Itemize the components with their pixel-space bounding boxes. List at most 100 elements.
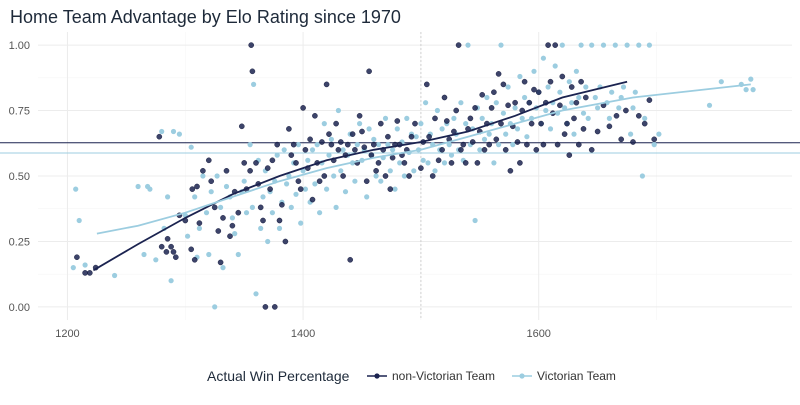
point-victorian	[214, 173, 220, 179]
point-victorian	[251, 81, 257, 87]
point-victorian	[441, 160, 448, 166]
point-victorian	[434, 107, 440, 114]
point-victorian	[260, 194, 266, 200]
point-non-victorian	[87, 270, 93, 276]
x-tick-label: 1600	[526, 328, 550, 340]
point-victorian	[566, 79, 572, 85]
point-non-victorian	[163, 249, 170, 255]
point-non-victorian	[241, 160, 247, 166]
axis-labels: 1200 1400 1600 0.00 0.25 0.50 0.75 1.00	[9, 40, 551, 340]
point-victorian	[331, 173, 337, 179]
point-non-victorian	[472, 105, 478, 111]
point-non-victorian	[312, 113, 318, 119]
point-non-victorian	[528, 120, 535, 127]
point-non-victorian	[507, 167, 514, 174]
point-non-victorian	[370, 141, 377, 148]
point-non-victorian	[170, 249, 177, 255]
point-non-victorian	[297, 186, 304, 192]
point-victorian	[218, 204, 224, 210]
point-non-victorian	[651, 136, 658, 143]
point-non-victorian	[517, 160, 523, 166]
point-victorian	[223, 183, 230, 190]
point-victorian	[718, 79, 724, 85]
point-victorian	[196, 225, 202, 231]
point-victorian	[547, 126, 554, 132]
point-non-victorian	[488, 105, 495, 111]
point-non-victorian	[189, 186, 196, 192]
point-non-victorian	[588, 146, 595, 153]
point-non-victorian	[559, 73, 566, 80]
point-victorian	[479, 115, 485, 121]
point-non-victorian	[453, 107, 460, 114]
point-victorian	[420, 157, 426, 163]
point-victorian	[624, 42, 630, 48]
trend-line-victorian	[96, 83, 751, 235]
point-victorian	[165, 194, 171, 200]
point-non-victorian	[467, 115, 474, 122]
point-non-victorian	[493, 136, 500, 143]
point-victorian	[411, 168, 417, 174]
point-non-victorian	[288, 152, 295, 158]
point-victorian	[293, 191, 299, 197]
point-non-victorian	[307, 136, 313, 143]
point-victorian	[585, 115, 591, 121]
point-victorian	[392, 186, 398, 192]
point-victorian	[281, 147, 287, 153]
y-tick-label: 0.00	[9, 302, 30, 314]
point-victorian	[357, 121, 363, 127]
point-victorian	[545, 84, 551, 90]
point-non-victorian	[583, 94, 589, 101]
point-non-victorian	[521, 78, 528, 85]
point-victorian	[232, 231, 238, 237]
point-victorian	[366, 126, 372, 132]
point-non-victorian	[630, 139, 636, 145]
trend-line-non-victorian	[92, 80, 628, 272]
point-victorian	[559, 42, 565, 48]
point-victorian	[524, 134, 530, 140]
point-victorian	[512, 105, 518, 111]
point-victorian	[326, 152, 332, 158]
point-victorian	[743, 87, 749, 93]
point-non-victorian	[194, 183, 200, 190]
point-non-victorian	[573, 99, 580, 106]
point-victorian	[636, 42, 642, 48]
point-non-victorian	[474, 160, 481, 166]
point-victorian	[170, 128, 177, 135]
point-non-victorian	[326, 131, 332, 137]
point-victorian	[185, 233, 191, 239]
point-non-victorian	[366, 68, 372, 75]
point-victorian	[477, 147, 483, 153]
point-non-victorian	[247, 167, 253, 174]
point-non-victorian	[455, 42, 462, 48]
point-victorian	[159, 128, 165, 135]
point-non-victorian	[578, 78, 584, 85]
point-victorian	[517, 73, 523, 80]
point-non-victorian	[333, 120, 339, 127]
point-non-victorian	[540, 141, 547, 148]
point-non-victorian	[531, 86, 537, 93]
point-non-victorian	[158, 243, 165, 250]
point-victorian	[505, 84, 511, 90]
point-victorian	[571, 131, 577, 137]
point-victorian	[284, 181, 290, 187]
point-non-victorian	[547, 78, 554, 85]
point-non-victorian	[426, 133, 432, 140]
point-victorian	[385, 142, 391, 148]
point-non-victorian	[220, 215, 226, 221]
point-non-victorian	[408, 133, 415, 140]
point-non-victorian	[316, 178, 323, 184]
point-victorian	[432, 168, 438, 174]
point-victorian	[498, 42, 504, 48]
y-tick-label: 0.25	[9, 236, 30, 248]
point-non-victorian	[235, 209, 242, 216]
point-victorian	[503, 131, 509, 137]
point-non-victorian	[524, 141, 530, 148]
point-victorian	[620, 84, 627, 90]
point-non-victorian	[361, 144, 368, 150]
point-non-victorian	[249, 68, 256, 75]
point-non-victorian	[217, 259, 224, 266]
point-victorian	[606, 115, 613, 121]
point-non-victorian	[267, 186, 273, 192]
point-non-victorian	[594, 128, 601, 135]
point-non-victorian	[439, 146, 445, 153]
